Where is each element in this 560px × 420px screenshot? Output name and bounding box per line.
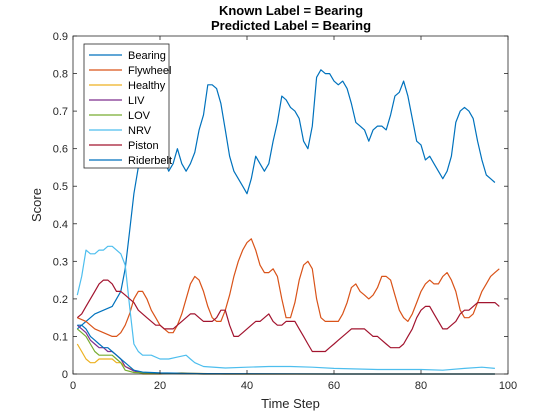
y-tick-label: 0.9 (53, 31, 68, 43)
y-axis-label: Score (29, 188, 44, 222)
series-line-nrv (76, 245, 495, 371)
legend-label-lov: LOV (128, 110, 151, 122)
legend-label-riderbelt: Riderbelt (128, 155, 172, 167)
x-tick-label: 100 (499, 380, 517, 392)
legend-label-nrv: NRV (128, 125, 152, 137)
y-tick-label: 0 (62, 369, 68, 381)
legend-label-bearing: Bearing (128, 50, 166, 62)
chart-title-line-1: Known Label = Bearing (219, 3, 363, 18)
legend: Bearing Flywheel Healthy LIV LOV NRV Piston Rid… (83, 43, 172, 169)
legend-label-healthy: Healthy (128, 80, 166, 92)
chart-title-line-2: Predicted Label = Bearing (211, 18, 371, 33)
legend-label-piston: Piston (128, 140, 159, 152)
tick-layer: 0 20 40 60 80 100 0 0.1 0.2 0.3 0.4 0.5 0.6 0.7 0.8 0.9 (53, 31, 517, 392)
y-tick-label: 0.4 (53, 219, 68, 231)
x-tick-label: 80 (415, 380, 427, 392)
y-tick-label: 0.1 (53, 331, 68, 343)
x-tick-label: 60 (328, 380, 340, 392)
series-line-riderbelt (77, 324, 495, 375)
y-tick-label: 0.7 (53, 106, 68, 118)
x-tick-label: 0 (70, 380, 76, 392)
y-tick-label: 0.6 (53, 144, 68, 156)
y-tick-label: 0.2 (53, 294, 68, 306)
legend-box (83, 43, 170, 169)
y-tick-label: 0.3 (53, 256, 68, 268)
axes (72, 35, 509, 375)
series-line-piston (76, 279, 500, 353)
x-tick-label: 20 (154, 380, 166, 392)
y-tick-label: 0.5 (53, 181, 68, 193)
x-tick-label: 40 (241, 380, 253, 392)
legend-items: Bearing Flywheel Healthy LIV LOV NRV Piston Rid… (89, 50, 172, 167)
legend-label-flywheel: Flywheel (128, 65, 171, 77)
y-tick-label: 0.8 (53, 69, 68, 81)
axes-box (72, 35, 509, 375)
x-axis-label: Time Step (261, 396, 320, 411)
legend-label-liv: LIV (128, 95, 145, 107)
